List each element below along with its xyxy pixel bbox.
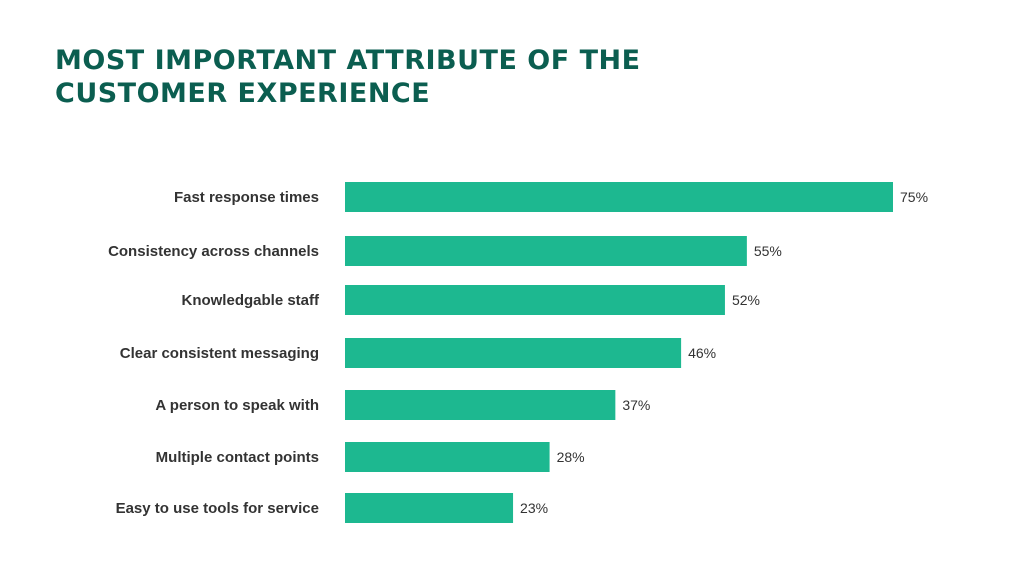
category-label: Consistency across channels xyxy=(108,243,319,260)
category-label: Easy to use tools for service xyxy=(116,500,319,517)
data-label: 23% xyxy=(520,500,548,516)
data-label: 37% xyxy=(622,397,650,413)
bar-4 xyxy=(345,390,616,420)
data-label: 46% xyxy=(688,345,716,361)
bar-6 xyxy=(345,493,514,523)
category-label: Knowledgable staff xyxy=(181,292,320,309)
bar-1 xyxy=(345,236,747,266)
category-label: Clear consistent messaging xyxy=(120,345,319,362)
bar-0 xyxy=(345,182,893,212)
bar-3 xyxy=(345,338,682,368)
data-label: 75% xyxy=(900,189,928,205)
data-label: 55% xyxy=(754,243,782,259)
bar-5 xyxy=(345,442,550,472)
data-label: 52% xyxy=(732,292,760,308)
category-label: A person to speak with xyxy=(155,397,319,414)
bar-2 xyxy=(345,285,725,315)
category-label: Multiple contact points xyxy=(156,449,319,466)
data-label: 28% xyxy=(557,449,585,465)
category-label: Fast response times xyxy=(174,189,319,206)
chart-title: MOST IMPORTANT ATTRIBUTE OF THE CUSTOMER … xyxy=(55,45,641,109)
